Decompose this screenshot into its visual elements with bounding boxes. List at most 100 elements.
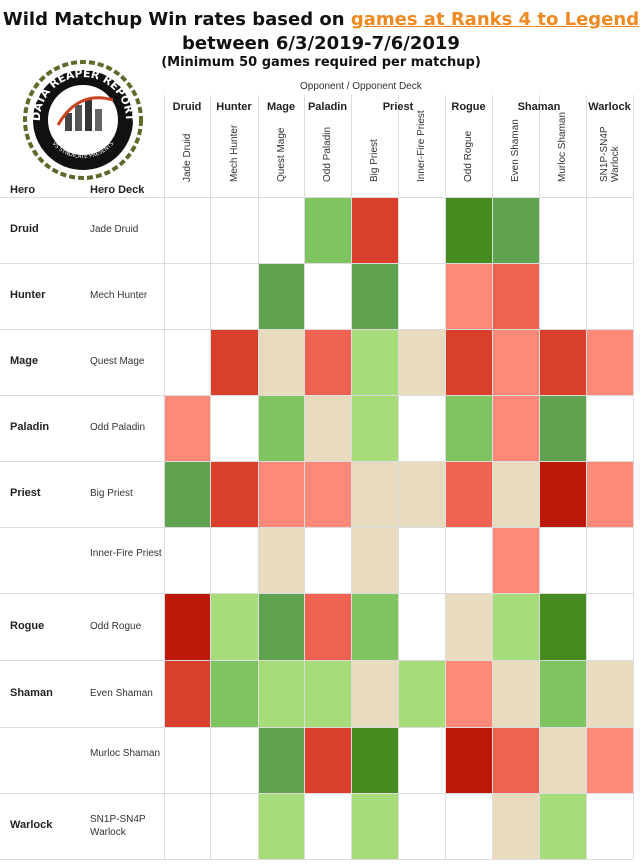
opponent-deck-label: Even Shaman [510,119,521,182]
grid-line-horizontal [0,660,633,661]
heatmap-cell [165,728,210,793]
heatmap-cell [540,594,586,660]
chart-title-line2: between 6/3/2019-7/6/2019 [182,33,460,54]
heatmap-cell [352,528,398,593]
hero-class-label: Mage [10,355,39,367]
grid-line-vertical [445,95,446,859]
heatmap-cell [493,794,539,859]
heatmap-cell [305,594,351,660]
grid-line-vertical [304,95,305,859]
opponent-deck-label: Jade Druid [181,133,193,182]
heatmap-cell [165,594,210,660]
grid-line-vertical [633,95,634,859]
grid-line-vertical [539,95,540,859]
heatmap-cell [493,661,539,727]
heatmap-cell [399,264,445,329]
heatmap-cell [259,198,304,263]
heatmap-cell [305,462,351,527]
heatmap-cell [399,396,445,461]
heatmap-cell [305,794,351,859]
heatmap-cell [211,594,258,660]
heatmap-cell [587,794,633,859]
heatmap-cell [587,330,633,395]
hero-deck-label: Quest Mage [90,356,145,367]
heatmap-cell [446,264,492,329]
heatmap-cell [259,330,304,395]
heatmap-cell [446,396,492,461]
heatmap-cell [587,396,633,461]
heatmap-cell [493,728,539,793]
grid-line-vertical [258,95,259,859]
opponent-axis-label: Opponent / Opponent Deck [300,81,422,92]
hero-class-label: Warlock [10,819,53,831]
grid-line-horizontal [0,593,633,594]
grid-line-vertical [164,95,165,859]
heatmap-cell [305,396,351,461]
grid-line-horizontal [0,461,633,462]
heatmap-cell [399,528,445,593]
heatmap-cell [493,594,539,660]
heatmap-cell [399,330,445,395]
opponent-class-label: Shaman [517,101,561,113]
heatmap-cell [352,594,398,660]
heatmap-cell [211,330,258,395]
heatmap-cell [259,462,304,527]
heatmap-cell [211,661,258,727]
heatmap-cell [587,594,633,660]
grid-line-horizontal [0,793,633,794]
hero-deck-label: Murloc Shaman [90,748,161,759]
grid-line-horizontal [0,527,633,528]
heatmap-cell [305,661,351,727]
hero-class-label: Paladin [10,421,50,433]
grid-line-horizontal [0,727,633,728]
heatmap-cell [165,528,210,593]
opponent-deck-label: Big Priest [369,139,380,182]
heatmap-cell [493,462,539,527]
heatmap-cell [540,198,586,263]
hero-deck-label: Odd Rogue [90,620,142,632]
heatmap-cell [446,528,492,593]
heatmap-cell [587,462,633,527]
hero-column-header: Hero [10,184,36,196]
grid-line-horizontal [0,197,633,198]
hero-deck-column-header: Hero Deck [90,184,145,196]
grid-line-vertical [398,95,399,859]
heatmap-cell [165,462,210,527]
heatmap-cell [305,728,351,793]
heatmap-cell [165,198,210,263]
heatmap-cell [587,661,633,727]
heatmap-cell [352,330,398,395]
chart-subtitle: (Minimum 50 games required per matchup) [161,55,481,70]
heatmap-cell [446,462,492,527]
grid-line-horizontal [0,263,633,264]
opponent-class-label: Druid [172,101,202,113]
heatmap-cell [352,794,398,859]
heatmap-cell [493,396,539,461]
opponent-deck-label: Warlock [609,146,621,182]
heatmap-cell [587,198,633,263]
heatmap-cell [587,728,633,793]
heatmap-cell [493,528,539,593]
opponent-class-label: Rogue [451,101,486,113]
heatmap-cell [259,661,304,727]
hero-class-label: Hunter [10,289,46,301]
hero-deck-label: Odd Paladin [90,422,146,433]
hero-class-label: Priest [10,487,41,499]
heatmap-cell [211,462,258,527]
heatmap-cell [259,794,304,859]
heatmap-cell [211,396,258,461]
grid-line-vertical [210,95,211,859]
heatmap-cell [259,728,304,793]
heatmap-cell [446,198,492,263]
heatmap-cell [352,661,398,727]
heatmap-cell [211,528,258,593]
heatmap-cell [399,728,445,793]
heatmap-cell [493,330,539,395]
hero-deck-label: SN1P-SN4P Warlock [90,814,146,838]
heatmap-cell [352,264,398,329]
heatmap-cell [211,198,258,263]
heatmap-cell [399,661,445,727]
heatmap-cell [305,198,351,263]
opponent-deck-label: Murloc Shaman [557,111,568,182]
title-link[interactable]: games at Ranks 4 to Legend [350,9,640,30]
